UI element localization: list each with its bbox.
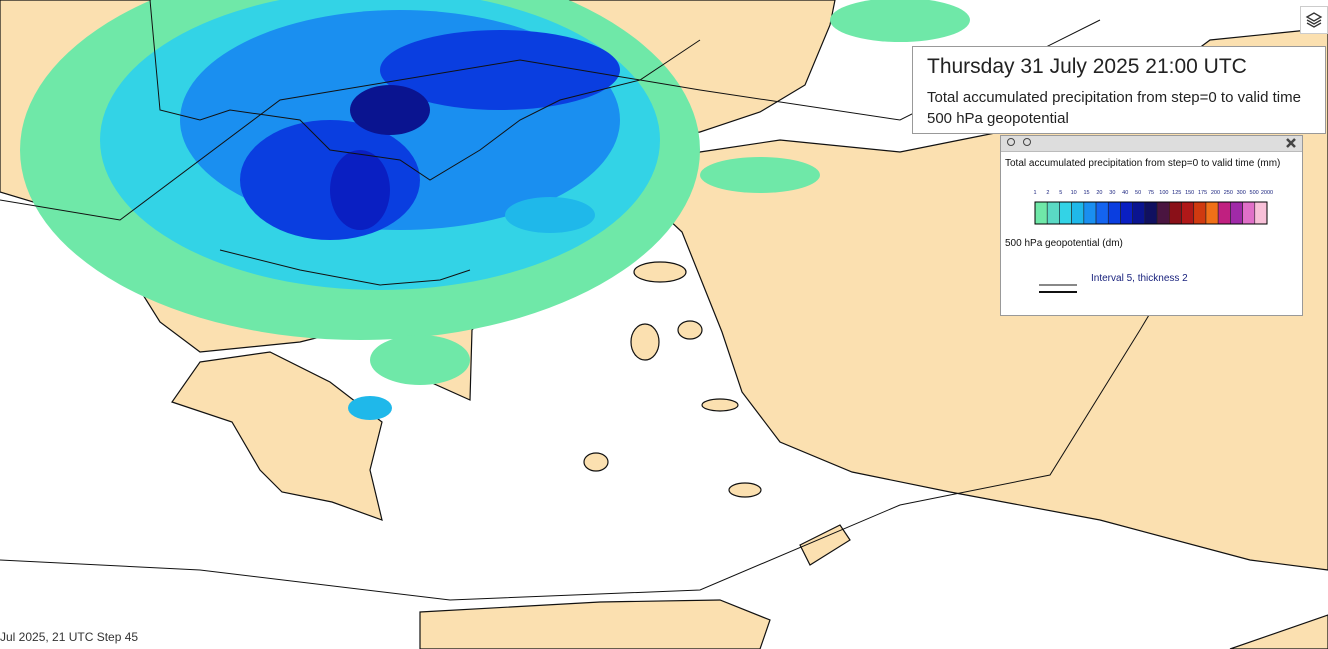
scale-box <box>1181 201 1195 225</box>
precip-area <box>350 85 430 135</box>
scale-box <box>1254 201 1268 225</box>
island <box>677 320 703 340</box>
geopotential-line <box>0 19 1101 221</box>
scale-label: 200 <box>1211 190 1220 196</box>
layers-icon <box>1305 12 1323 28</box>
island <box>701 398 739 412</box>
scale-label: 50 <box>1135 190 1141 196</box>
scale-label: 2 <box>1046 190 1049 196</box>
scale-box <box>1169 201 1182 225</box>
title-box: Thursday 31 July 2025 21:00 UTC Total ac… <box>912 46 1326 134</box>
africa <box>1229 614 1328 649</box>
legend-toolbar <box>1001 136 1302 152</box>
scale-label: 20 <box>1096 190 1102 196</box>
border <box>149 0 701 181</box>
scale-box <box>1083 201 1097 225</box>
contour-sample <box>1039 284 1077 293</box>
legend-title: Total accumulated precipitation from ste… <box>1005 158 1281 169</box>
precip-area <box>380 30 620 110</box>
island <box>583 452 609 472</box>
precip-area <box>505 197 595 233</box>
scale-box <box>1156 201 1170 225</box>
scale-box <box>1095 201 1109 225</box>
precip-area <box>700 157 820 193</box>
footer-text: Jul 2025, 21 UTC Step 45 <box>0 630 139 644</box>
cyprus-ish <box>799 524 851 566</box>
scale-box <box>1230 201 1243 225</box>
subtitle: 500 hPa geopotential <box>927 110 1069 127</box>
scale-box <box>1046 201 1060 225</box>
peloponnese <box>171 351 383 521</box>
title: Thursday 31 July 2025 21:00 UTC <box>927 55 1247 78</box>
precipitation <box>20 0 970 420</box>
precip-area <box>240 120 420 240</box>
scale-label: 30 <box>1109 190 1115 196</box>
scale-label: 125 <box>1172 190 1181 196</box>
scale-label: 500 <box>1250 190 1259 196</box>
close-button[interactable] <box>1286 138 1296 148</box>
zoom-in[interactable] <box>1007 138 1015 146</box>
scale-label: 100 <box>1159 190 1168 196</box>
scale-box <box>1071 201 1085 225</box>
zoom-out[interactable] <box>1023 138 1031 146</box>
scale-label: 300 <box>1237 190 1246 196</box>
scale-frame <box>1034 201 1268 225</box>
scale-label: 40 <box>1122 190 1128 196</box>
border <box>219 249 471 286</box>
scale-label: 5 <box>1059 190 1062 196</box>
color-scale: 1 2 5 10 15 20 30 40 50 75 100 125 150 175 200 250 300 50… <box>1033 190 1273 225</box>
scale-label: 15 <box>1083 190 1089 196</box>
geopotential-line <box>0 229 1201 601</box>
borders <box>0 0 1201 601</box>
scale-label: 250 <box>1224 190 1233 196</box>
scale-label: 75 <box>1148 190 1154 196</box>
toolbar-icons <box>1007 138 1296 148</box>
precip-area <box>830 0 970 42</box>
subtitle: Total accumulated precipitation from ste… <box>927 89 1301 106</box>
scale-label: 175 <box>1198 190 1207 196</box>
scale-box <box>1193 201 1207 225</box>
scale-box <box>1107 201 1121 225</box>
island <box>630 323 660 361</box>
scale-box <box>1217 201 1231 225</box>
precip-area <box>370 335 470 385</box>
precip-area <box>348 396 392 420</box>
scale-label: 2000 <box>1261 190 1273 196</box>
crete <box>419 599 771 649</box>
scale-box <box>1034 201 1048 225</box>
scale-box <box>1144 201 1158 225</box>
island <box>633 261 687 283</box>
scale-box <box>1205 201 1219 225</box>
scale-box <box>1132 201 1146 225</box>
scale-box <box>1120 201 1133 225</box>
contour-note: Interval 5, thickness 2 <box>1091 273 1188 284</box>
scale-label: 150 <box>1185 190 1194 196</box>
geopotential-title: 500 hPa geopotential (dm) <box>1005 238 1123 249</box>
legend-panel: Total accumulated precipitation from ste… <box>1000 135 1303 316</box>
scale-label: 1 <box>1033 190 1036 196</box>
layers-glyph <box>1305 12 1323 28</box>
island <box>728 482 762 498</box>
scale-box <box>1242 201 1256 225</box>
precip-area <box>330 150 390 230</box>
layers-button[interactable] <box>1300 6 1328 34</box>
scale-label: 10 <box>1071 190 1077 196</box>
scale-box <box>1059 201 1072 225</box>
